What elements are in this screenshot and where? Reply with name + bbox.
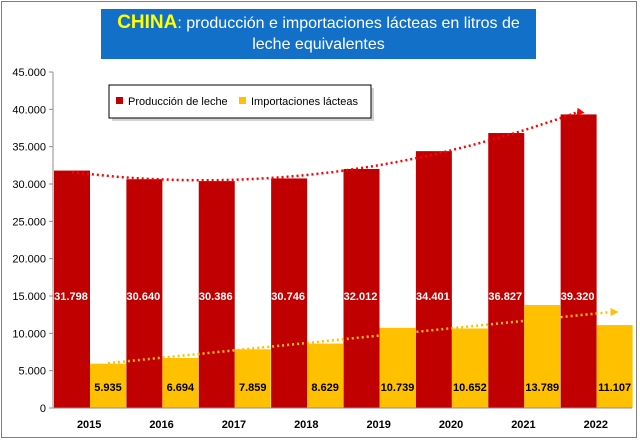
legend-label-importaciones: Importaciones lácteas <box>251 96 358 108</box>
y-tick-label: 15.000 <box>12 291 46 303</box>
trendline-produccion-arrow <box>576 107 585 116</box>
data-label-produccion: 31.798 <box>54 291 88 303</box>
y-tick-label: 45.000 <box>12 67 46 79</box>
y-tick-label: 5.000 <box>18 366 46 378</box>
data-label-produccion: 30.640 <box>127 291 161 303</box>
data-label-importaciones: 5.935 <box>94 382 122 394</box>
y-tick-label: 35.000 <box>12 142 46 154</box>
data-label-importaciones: 8.629 <box>311 382 339 394</box>
bar-importaciones <box>162 358 199 408</box>
bar-importaciones <box>90 363 126 408</box>
data-label-produccion: 39.320 <box>561 291 595 303</box>
legend-label-produccion: Producción de leche <box>128 96 228 108</box>
data-label-produccion: 30.746 <box>271 291 305 303</box>
bar-produccion <box>415 151 452 408</box>
x-tick-label: 2021 <box>511 419 535 431</box>
trendline-produccion <box>71 110 580 182</box>
bar-importaciones <box>451 328 488 408</box>
data-label-produccion: 34.401 <box>416 291 450 303</box>
bar-produccion <box>198 181 235 408</box>
bar-produccion <box>54 170 90 408</box>
bar-importaciones <box>379 327 416 408</box>
data-label-importaciones: 10.652 <box>453 382 487 394</box>
legend-swatch-produccion <box>116 97 123 104</box>
bar-produccion <box>126 179 163 408</box>
bar-produccion <box>488 133 525 408</box>
data-label-importaciones: 7.859 <box>239 382 267 394</box>
x-tick-label: 2017 <box>222 419 246 431</box>
data-label-importaciones: 6.694 <box>167 382 195 394</box>
y-tick-label: 30.000 <box>12 179 46 191</box>
bar-importaciones <box>307 343 344 408</box>
bar-produccion <box>343 168 380 408</box>
chart-title-box: CHINA: producción e importaciones láctea… <box>101 9 536 59</box>
legend-swatch-importaciones <box>239 97 246 104</box>
x-tick-label: 2018 <box>294 419 318 431</box>
data-label-importaciones: 11.107 <box>598 382 631 394</box>
data-label-produccion: 36.827 <box>488 291 522 303</box>
y-tick-label: 40.000 <box>12 104 46 116</box>
x-tick-label: 2022 <box>584 419 608 431</box>
bar-produccion <box>271 178 308 408</box>
bar-importaciones <box>524 305 561 408</box>
data-label-produccion: 32.012 <box>344 291 378 303</box>
x-tick-label: 2016 <box>149 419 173 431</box>
bar-importaciones <box>234 349 271 408</box>
y-tick-label: 20.000 <box>12 254 46 266</box>
x-tick-label: 2015 <box>77 419 101 431</box>
data-label-importaciones: 13.789 <box>525 382 559 394</box>
data-label-produccion: 30.386 <box>199 291 233 303</box>
x-tick-label: 2020 <box>439 419 463 431</box>
y-tick-label: 25.000 <box>12 216 46 228</box>
y-tick-label: 10.000 <box>12 328 46 340</box>
trendline-importaciones <box>107 310 611 365</box>
chart-title-highlight: CHINA <box>117 12 178 33</box>
y-tick-label: 0 <box>40 403 46 415</box>
chart-title-text: : producción e importaciones lácteas en … <box>177 15 520 53</box>
x-tick-label: 2019 <box>366 419 390 431</box>
trendline-importaciones-arrow <box>610 308 619 317</box>
data-label-importaciones: 10.739 <box>381 382 415 394</box>
bar-importaciones <box>596 325 633 408</box>
bar-produccion <box>560 114 597 408</box>
